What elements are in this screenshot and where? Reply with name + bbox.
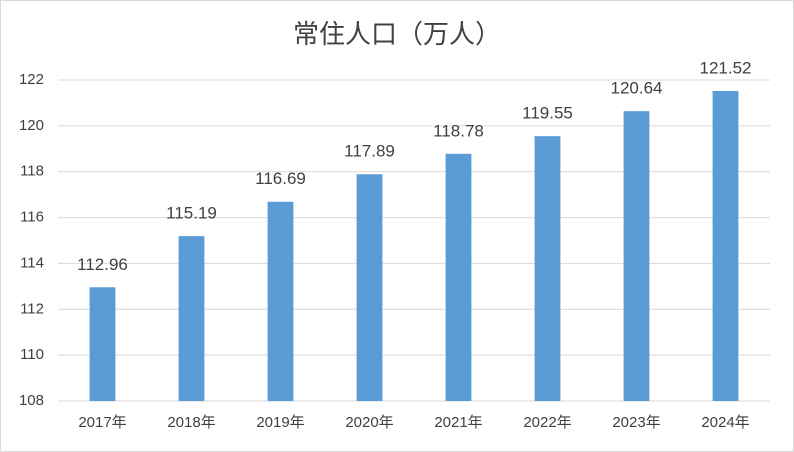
value-label: 115.19 [166, 204, 217, 223]
bar [534, 136, 561, 402]
y-tick-label: 116 [20, 209, 44, 226]
x-tick-label: 2018年 [167, 414, 215, 431]
x-tick-label: 2017年 [78, 414, 126, 431]
x-tick-label: 2022年 [523, 414, 571, 431]
chart-title: 常住人口（万人） [293, 20, 501, 50]
x-tick-label: 2023年 [612, 414, 660, 431]
y-tick-label: 120 [19, 117, 44, 134]
y-tick-label: 112 [20, 300, 44, 317]
x-tick-label: 2020年 [345, 414, 393, 431]
value-label: 112.96 [77, 255, 128, 274]
x-tick-label: 2019年 [256, 414, 304, 431]
bar [356, 174, 383, 401]
value-label: 119.55 [522, 104, 573, 123]
y-tick-label: 122 [19, 71, 44, 88]
y-tick-label: 118 [20, 163, 44, 180]
value-label: 118.78 [433, 121, 484, 140]
bar [445, 153, 472, 401]
bar [89, 287, 116, 401]
value-label: 117.89 [344, 142, 395, 161]
y-tick-label: 110 [20, 346, 44, 363]
bar [267, 201, 294, 401]
value-label: 121.52 [700, 58, 752, 77]
x-tick-label: 2024年 [701, 414, 749, 431]
bar [623, 111, 650, 401]
bar [712, 91, 739, 402]
y-tick-label: 108 [19, 392, 44, 409]
value-label: 120.64 [611, 79, 663, 98]
x-tick-label: 2021年 [434, 414, 482, 431]
value-label: 116.69 [255, 169, 306, 188]
y-tick-label: 114 [20, 254, 44, 271]
bar [178, 236, 205, 401]
